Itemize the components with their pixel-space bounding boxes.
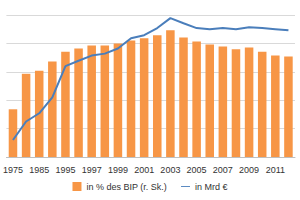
svg-text:2001: 2001 bbox=[134, 165, 154, 175]
svg-text:in % des BIP (r. Sk.): in % des BIP (r. Sk.) bbox=[86, 182, 166, 192]
svg-text:1995: 1995 bbox=[55, 165, 75, 175]
svg-text:2007: 2007 bbox=[213, 165, 233, 175]
svg-text:2003: 2003 bbox=[160, 165, 180, 175]
svg-text:1975: 1975 bbox=[3, 165, 23, 175]
svg-text:1985: 1985 bbox=[29, 165, 49, 175]
svg-text:2005: 2005 bbox=[187, 165, 207, 175]
svg-text:in Mrd €: in Mrd € bbox=[195, 182, 228, 192]
svg-text:1999: 1999 bbox=[108, 165, 128, 175]
svg-text:1997: 1997 bbox=[82, 165, 102, 175]
svg-text:2009: 2009 bbox=[239, 165, 259, 175]
svg-text:2011: 2011 bbox=[266, 165, 285, 175]
